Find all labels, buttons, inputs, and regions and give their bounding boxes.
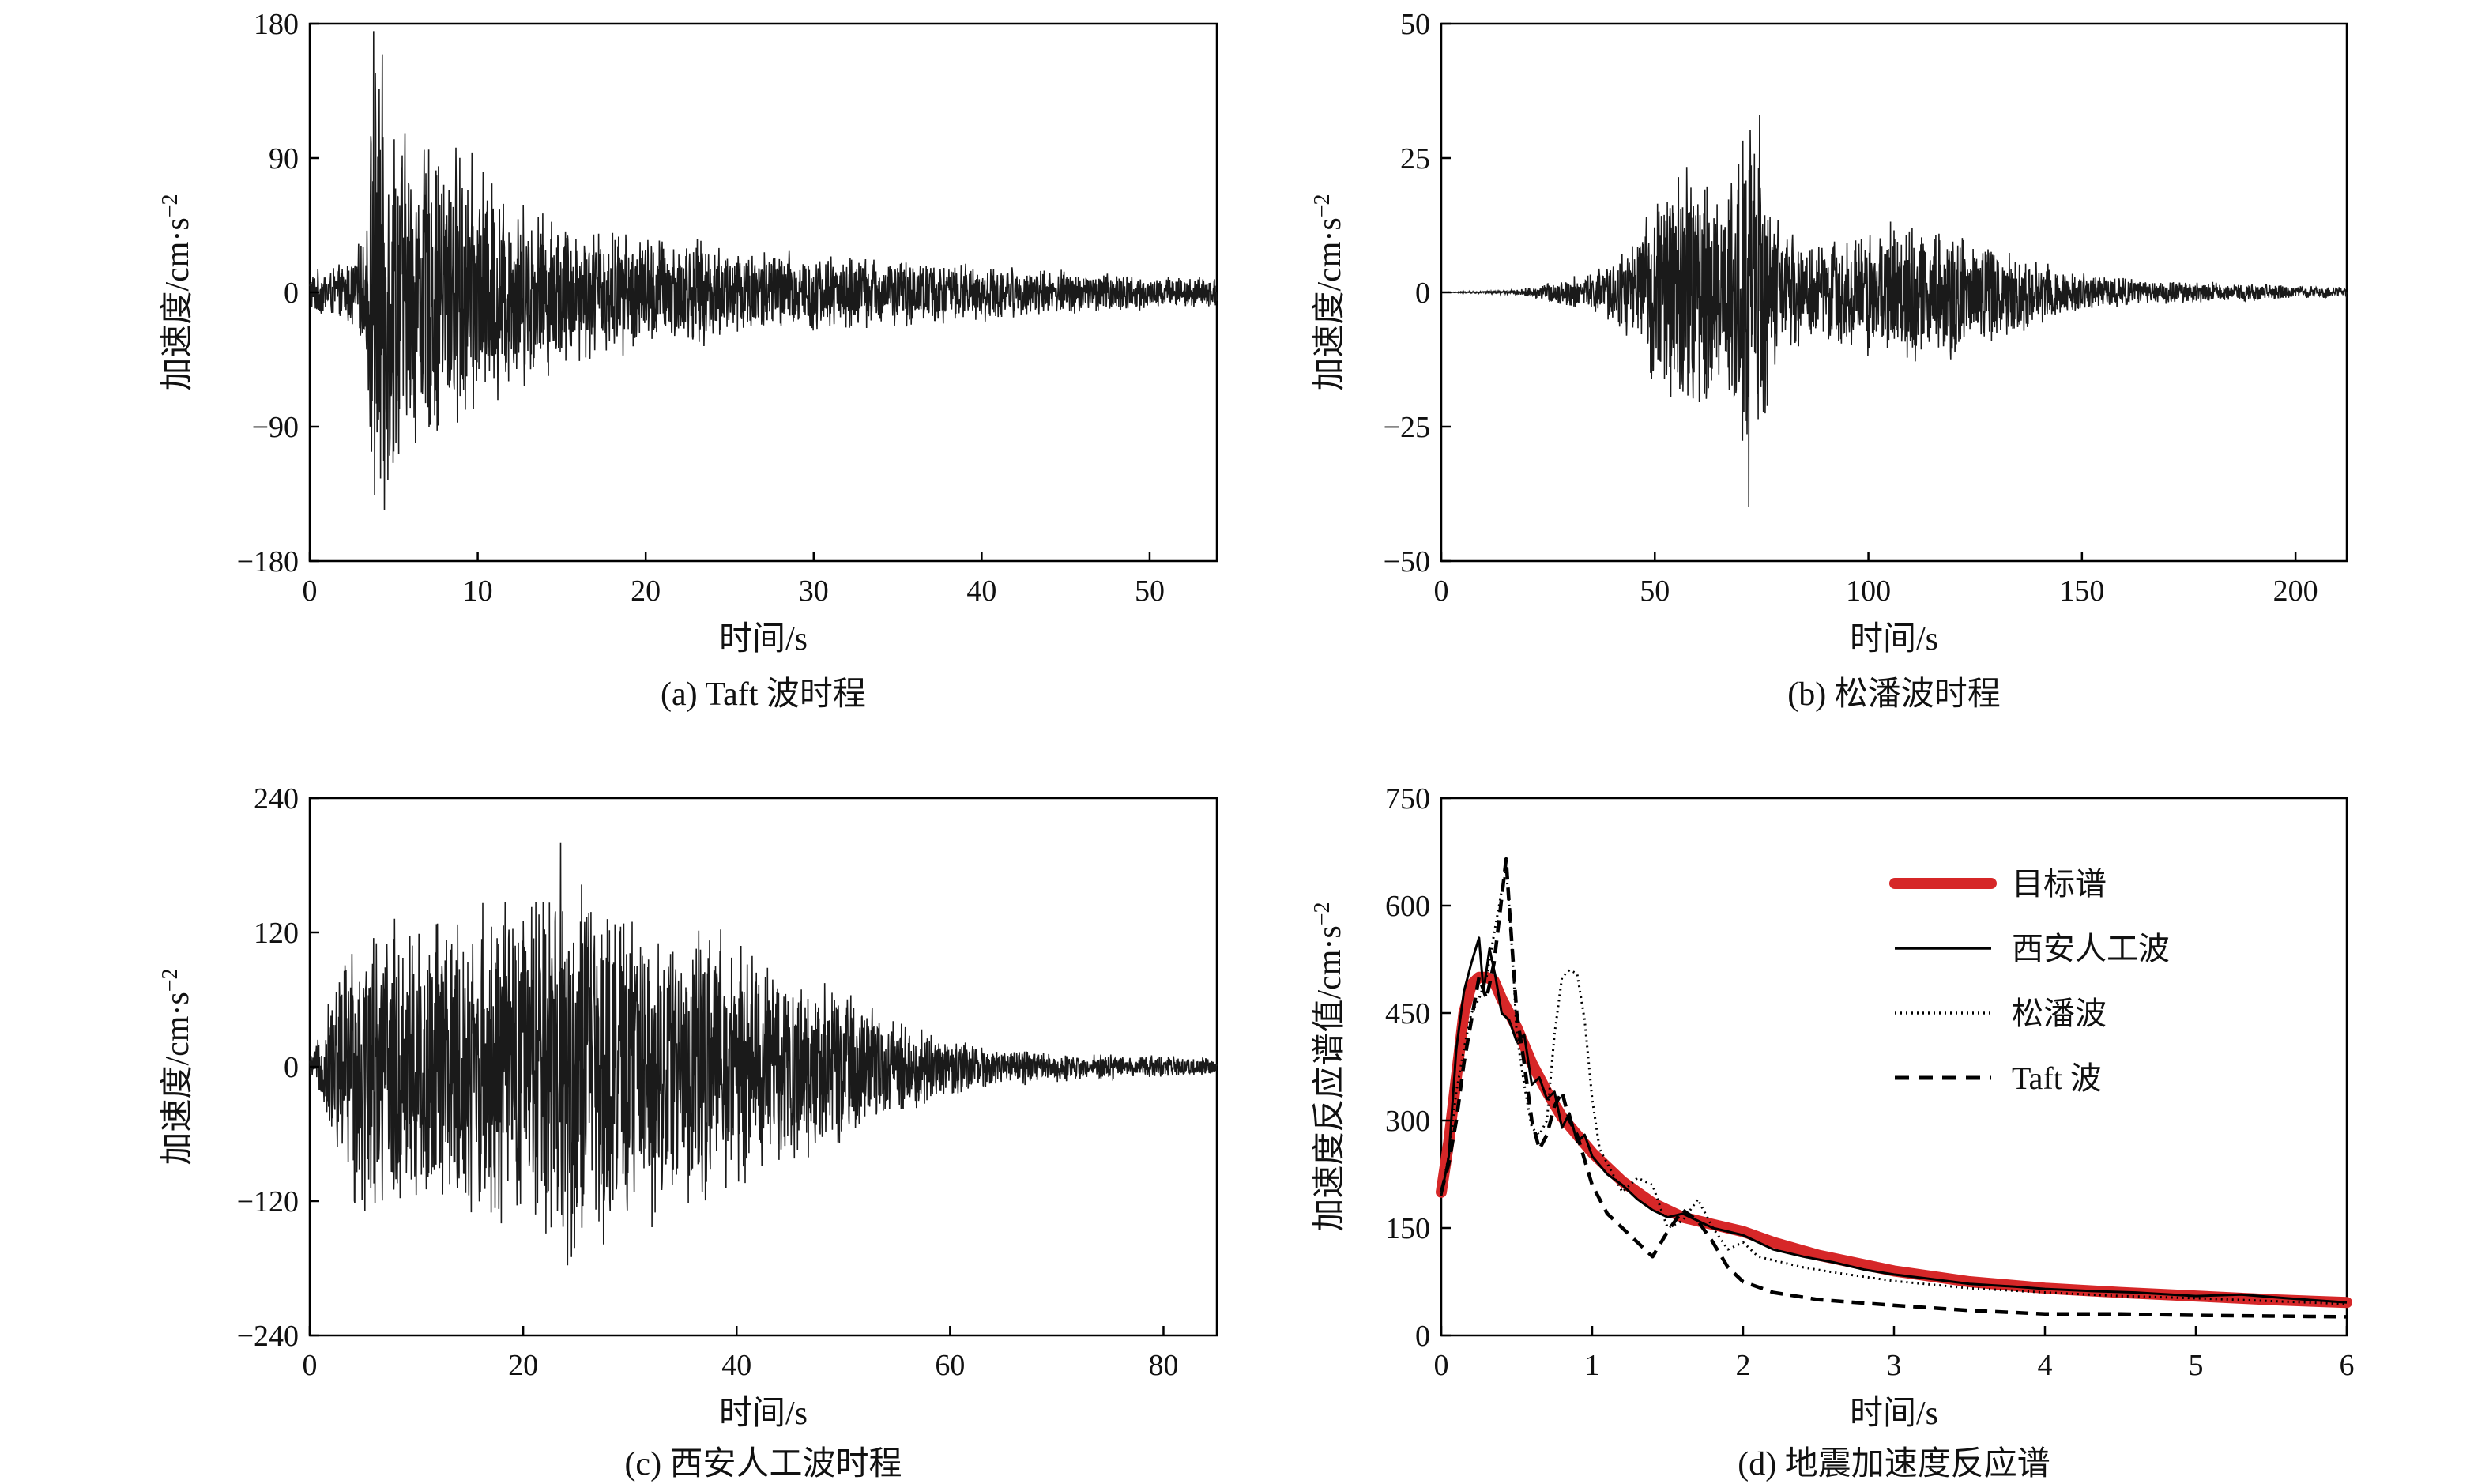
x-tick-label-d: 2: [1736, 1349, 1751, 1382]
x-tick-label-a: 30: [799, 574, 829, 608]
y-tick-label-c: 120: [254, 917, 299, 950]
x-tick-label-b: 150: [2059, 574, 2104, 608]
x-tick-label-b: 50: [1640, 574, 1670, 608]
y-tick-label-a: 180: [254, 8, 299, 41]
y-axis-title-d-sup: −2: [1310, 902, 1335, 925]
y-tick-label-b: 25: [1400, 142, 1430, 175]
panel-c: 0 20 40 60 80 −240 −120 0 120 240 时间/s 加速度/cm·s−2…: [158, 782, 1218, 1482]
y-axis-title-c: 加速度/cm·s−2: [158, 968, 196, 1165]
x-tick-label-d: 6: [2340, 1349, 2355, 1382]
x-axis-title-d: 时间/s: [1850, 1395, 1938, 1432]
ticks-d: 0 1 2 3 4 5 6 0 150 300 450 600 750: [1385, 782, 2355, 1382]
y-axis-title-b: 加速度/cm·s−2: [1310, 194, 1348, 390]
x-axis-title-c: 时间/s: [719, 1395, 808, 1432]
y-axis-title-a-main: 加速度/cm·s: [160, 217, 196, 390]
y-tick-label-c: 240: [254, 782, 299, 815]
x-tick-label-a: 20: [631, 574, 661, 608]
y-tick-label-d: 450: [1385, 997, 1430, 1030]
y-axis-title-c-sup: −2: [158, 968, 183, 992]
x-tick-label-c: 60: [935, 1349, 965, 1382]
legend-label-1: 西安人工波: [2012, 931, 2170, 966]
caption-d: (d) 地震加速度反应谱: [1738, 1445, 2050, 1482]
y-axis-title-a: 加速度/cm·s−2: [158, 194, 196, 390]
y-tick-label-a: 0: [284, 277, 299, 310]
series-c: [309, 842, 1218, 1266]
y-tick-label-d: 600: [1385, 890, 1430, 923]
x-tick-label-b: 200: [2273, 574, 2318, 608]
x-tick-label-d: 1: [1585, 1349, 1600, 1382]
y-tick-label-a: −180: [237, 545, 299, 578]
x-tick-label-a: 50: [1135, 574, 1165, 608]
y-tick-label-d: 750: [1385, 782, 1430, 815]
series-line-c: [309, 842, 1218, 1266]
y-axis-title-c-main: 加速度/cm·s: [160, 992, 196, 1165]
legend-label-3: Taft 波: [2012, 1060, 2102, 1096]
ticks-a: 0 10 20 30 40 50 −180 −90 0 90 180: [237, 8, 1165, 608]
x-tick-label-c: 40: [721, 1349, 751, 1382]
y-axis-title-a-sup: −2: [158, 194, 183, 217]
caption-b: (b) 松潘波时程: [1787, 676, 2000, 713]
y-axis-title-b-sup: −2: [1310, 194, 1335, 217]
series-line-d-1: [1440, 936, 2348, 1304]
x-axis-title-a: 时间/s: [719, 621, 808, 657]
series-d: [1436, 857, 2352, 1319]
y-axis-title-b-main: 加速度/cm·s: [1312, 217, 1348, 390]
y-tick-label-c: −240: [237, 1320, 299, 1353]
x-tick-label-c: 20: [508, 1349, 538, 1382]
y-axis-title-d: 加速度反应谱值/cm·s−2: [1310, 902, 1348, 1231]
series-a: [309, 31, 1218, 510]
x-tick-label-b: 100: [1846, 574, 1891, 608]
x-tick-label-a: 0: [303, 574, 318, 608]
series-line-a: [309, 31, 1218, 510]
series-line-d-2: [1440, 868, 2348, 1305]
x-axis-title-b: 时间/s: [1850, 621, 1938, 657]
x-tick-label-a: 10: [463, 574, 493, 608]
y-tick-label-d: 0: [1415, 1320, 1430, 1353]
y-tick-label-b: 50: [1400, 8, 1430, 41]
y-tick-label-c: −120: [237, 1185, 299, 1218]
y-tick-label-b: −50: [1384, 545, 1430, 578]
panel-a: 0 10 20 30 40 50 −180 −90 0 90 180 时间/s 加速度/cm·s−2…: [158, 8, 1218, 713]
x-tick-label-c: 0: [303, 1349, 318, 1382]
ticks-b: 0 50 100 150 200 −50 −25 0 25 50: [1384, 8, 2318, 608]
y-tick-label-a: 90: [269, 142, 299, 175]
y-tick-label-b: 0: [1415, 277, 1430, 310]
y-tick-label-d: 150: [1385, 1212, 1430, 1245]
y-tick-label-c: 0: [284, 1051, 299, 1084]
x-tick-label-d: 0: [1434, 1349, 1449, 1382]
legend-label-2: 松潘波: [2012, 996, 2107, 1031]
caption-c: (c) 西安人工波时程: [624, 1446, 902, 1482]
series-line-b: [1441, 115, 2348, 508]
x-tick-label-d: 3: [1887, 1349, 1902, 1382]
series-line-d-3: [1439, 857, 2348, 1319]
y-axis-title-d-main: 加速度反应谱值/cm·s: [1311, 925, 1348, 1231]
x-tick-label-d: 5: [2189, 1349, 2204, 1382]
ticks-c: 0 20 40 60 80 −240 −120 0 120 240: [237, 782, 1179, 1382]
y-tick-label-b: −25: [1384, 411, 1430, 444]
legend-label-0: 目标谱: [2012, 866, 2107, 902]
y-tick-label-a: −90: [252, 411, 299, 444]
series-b: [1441, 115, 2348, 508]
x-tick-label-d: 4: [2038, 1349, 2053, 1382]
caption-a: (a) Taft 波时程: [661, 676, 866, 713]
x-tick-label-a: 40: [966, 574, 996, 608]
x-tick-label-b: 0: [1434, 574, 1449, 608]
x-tick-label-c: 80: [1148, 1349, 1178, 1382]
y-tick-label-d: 300: [1385, 1105, 1430, 1138]
